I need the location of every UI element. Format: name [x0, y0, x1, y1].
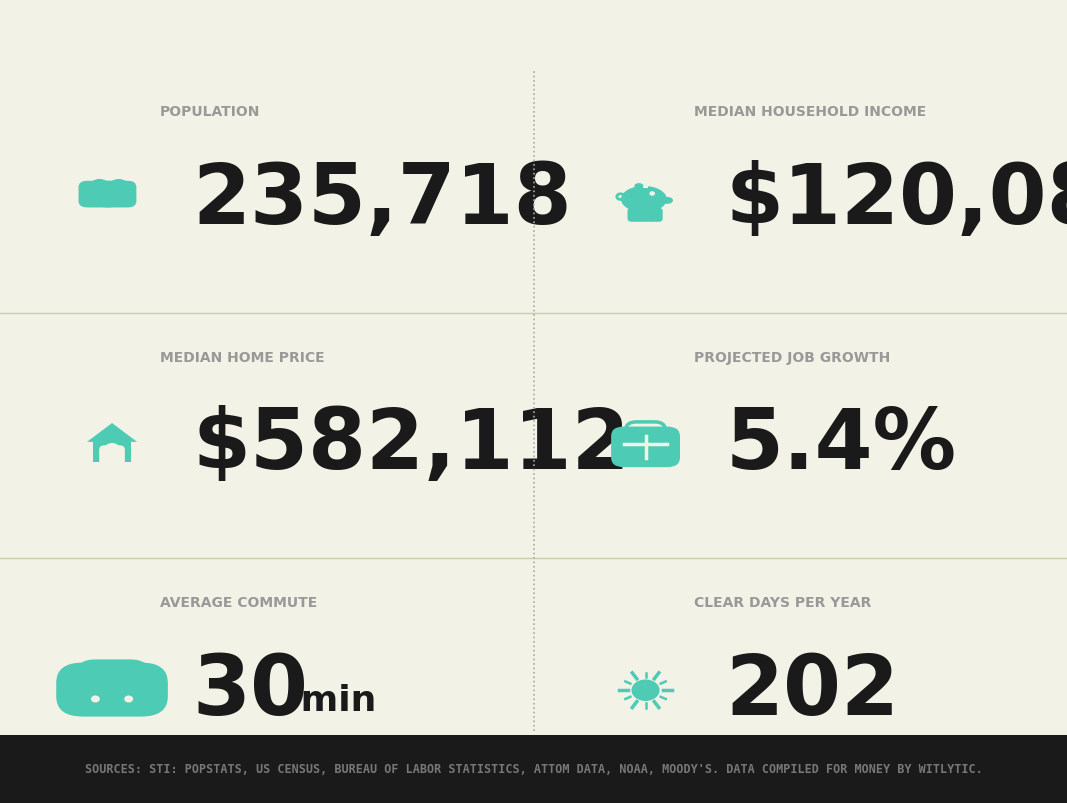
FancyBboxPatch shape	[79, 181, 117, 208]
Ellipse shape	[621, 187, 667, 213]
Circle shape	[87, 693, 103, 705]
Text: CLEAR DAYS PER YEAR: CLEAR DAYS PER YEAR	[694, 595, 871, 609]
Circle shape	[109, 181, 129, 195]
Text: 235,718: 235,718	[192, 160, 572, 241]
FancyBboxPatch shape	[98, 181, 137, 208]
FancyBboxPatch shape	[0, 735, 1067, 803]
Text: AVERAGE COMMUTE: AVERAGE COMMUTE	[160, 595, 317, 609]
Circle shape	[633, 680, 658, 700]
Circle shape	[650, 193, 654, 196]
FancyBboxPatch shape	[93, 441, 131, 463]
Circle shape	[92, 696, 99, 702]
Text: MEDIAN HOME PRICE: MEDIAN HOME PRICE	[160, 350, 324, 365]
Text: 202: 202	[726, 650, 899, 731]
Text: min: min	[288, 683, 377, 717]
FancyBboxPatch shape	[611, 427, 680, 467]
FancyBboxPatch shape	[650, 209, 663, 222]
Ellipse shape	[662, 198, 673, 205]
FancyBboxPatch shape	[642, 187, 649, 190]
Circle shape	[121, 693, 137, 705]
Text: 30: 30	[192, 650, 308, 731]
FancyBboxPatch shape	[57, 662, 168, 716]
Text: 5.4%: 5.4%	[726, 405, 957, 486]
FancyBboxPatch shape	[635, 209, 648, 222]
FancyBboxPatch shape	[642, 209, 655, 222]
Text: POPULATION: POPULATION	[160, 105, 260, 120]
Circle shape	[105, 444, 120, 455]
Circle shape	[125, 696, 132, 702]
Text: $120,088: $120,088	[726, 160, 1067, 241]
Text: SOURCES: STI: POPSTATS, US CENSUS, BUREAU OF LABOR STATISTICS, ATTOM DATA, NOAA,: SOURCES: STI: POPSTATS, US CENSUS, BUREA…	[84, 762, 983, 776]
Circle shape	[90, 181, 110, 195]
Text: MEDIAN HOUSEHOLD INCOME: MEDIAN HOUSEHOLD INCOME	[694, 105, 926, 120]
Ellipse shape	[634, 184, 643, 190]
Text: $582,112: $582,112	[192, 405, 630, 486]
FancyBboxPatch shape	[627, 209, 640, 222]
Polygon shape	[87, 423, 137, 442]
Text: PROJECTED JOB GROWTH: PROJECTED JOB GROWTH	[694, 350, 890, 365]
FancyBboxPatch shape	[99, 446, 125, 467]
FancyBboxPatch shape	[76, 659, 149, 699]
